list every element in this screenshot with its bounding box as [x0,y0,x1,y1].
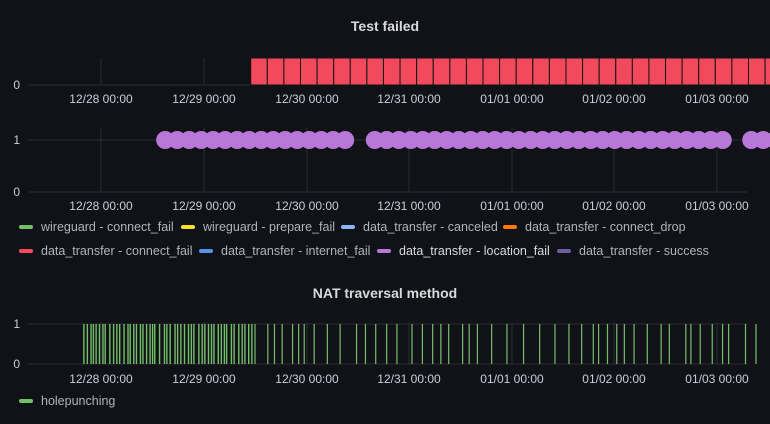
legend-swatch [19,399,33,403]
test-failed-bar [333,57,351,86]
location-fail-point [336,131,355,149]
nat-y-tick-label: 0 [13,357,20,371]
nat-x-tick-label: 01/03 00:00 [685,372,749,386]
legend-item-data-transfer-success[interactable]: data_transfer - success [557,244,709,258]
legend-swatch [377,249,391,253]
legend-label: data_transfer - connect_drop [525,220,686,234]
nat-y-tick-label: 1 [13,317,20,331]
nat-x-tick-label: 12/30 00:00 [275,372,339,386]
nat-x-tick-label: 12/29 00:00 [172,372,236,386]
nat-x-tick-label: 12/31 00:00 [377,372,441,386]
legend-swatch [341,225,355,229]
nat-x-tick-label: 01/01 00:00 [480,372,544,386]
test-failed-bar [465,57,484,86]
legend-swatch [181,225,195,229]
legend-item-wireguard-prepare-fail[interactable]: wireguard - prepare_fail [181,220,335,234]
location-fail-point [766,132,770,148]
test-failed-bar [731,57,750,86]
location-fail-point [713,131,732,149]
test-failed-x-tick-label: 01/02 00:00 [582,92,646,106]
test-failed-bar [548,57,567,86]
test-failed-bar [349,57,368,86]
legend-label: data_transfer - connect_fail [41,244,193,258]
test-failed-y-tick-label: 0 [13,78,20,92]
test-failed-bar [499,57,517,86]
status-x-tick-label: 01/01 00:00 [480,199,544,213]
test-failed-bar [416,57,434,86]
test-failed-bar [316,57,335,86]
legend-item-wireguard-connect-fail[interactable]: wireguard - connect_fail [19,220,174,234]
legend-label: data_transfer - internet_fail [221,244,371,258]
status-x-tick-label: 01/03 00:00 [685,199,749,213]
location-fail-point [754,131,770,149]
test-failed-bar [532,57,550,86]
test-failed-x-tick-label: 12/30 00:00 [275,92,339,106]
test-failed-bar [698,57,716,86]
test-failed-bar [648,57,667,86]
test-failed-x-tick-label: 12/28 00:00 [69,92,133,106]
test-failed-bar [681,57,700,86]
test-failed-bar [382,57,401,86]
legend-item-data-transfer-connect-drop[interactable]: data_transfer - connect_drop [503,220,686,234]
test-failed-x-tick-label: 01/01 00:00 [480,92,544,106]
test-failed-bar [515,57,534,86]
test-failed-bar [748,57,766,86]
status-x-tick-label: 12/30 00:00 [275,199,339,213]
test-failed-bar [432,57,451,86]
test-failed-bar [764,57,770,86]
test-failed-bar [482,57,501,86]
test-failed-bar [665,57,683,86]
legend-swatch [503,225,517,229]
test-failed-title: Test failed [350,18,420,34]
test-failed-bar [714,57,733,86]
legend-label: data_transfer - success [579,244,709,258]
test-failed-x-tick-label: 12/29 00:00 [172,92,236,106]
nat-x-tick-label: 01/02 00:00 [582,372,646,386]
nat-traversal-title: NAT traversal method [312,285,458,301]
legend-swatch [19,249,33,253]
test-failed-bar [598,57,617,86]
legend-label: data_transfer - canceled [363,220,498,234]
test-failed-bar [399,57,418,86]
legend-item-holepunching[interactable]: holepunching [19,394,115,408]
test-failed-bar [366,57,384,86]
status-x-tick-label: 12/31 00:00 [377,199,441,213]
legend-label: holepunching [41,394,116,408]
legend-item-data-transfer-location-fail[interactable]: data_transfer - location_fail [377,244,550,258]
test-failed-bar [615,57,633,86]
legend-label: data_transfer - location_fail [399,244,550,258]
legend-label: wireguard - connect_fail [41,220,174,234]
legend-item-data-transfer-internet-fail[interactable]: data_transfer - internet_fail [199,244,370,258]
test-failed-x-tick-label: 01/03 00:00 [685,92,749,106]
test-failed-bar [631,57,650,86]
test-failed-bar [300,57,318,86]
status-y-tick-label: 0 [13,185,20,199]
status-x-tick-label: 12/29 00:00 [172,199,236,213]
legend-swatch [19,225,33,229]
status-x-tick-label: 01/02 00:00 [582,199,646,213]
test-failed-bar [449,57,467,86]
test-failed-bar [582,57,600,86]
legend-label: wireguard - prepare_fail [203,220,336,234]
status-x-tick-label: 12/28 00:00 [69,199,133,213]
test-failed-bar [250,57,268,86]
nat-x-tick-label: 12/28 00:00 [69,372,133,386]
test-failed-bar [283,57,302,86]
test-failed-bar [266,57,285,86]
legend-item-data-transfer-canceled[interactable]: data_transfer - canceled [341,220,498,234]
legend-swatch [557,249,571,253]
status-y-tick-label: 1 [13,133,20,147]
legend-swatch [199,249,213,253]
test-failed-x-tick-label: 12/31 00:00 [377,92,441,106]
legend-item-data-transfer-connect-fail[interactable]: data_transfer - connect_fail [19,244,192,258]
test-failed-bar [565,57,584,86]
